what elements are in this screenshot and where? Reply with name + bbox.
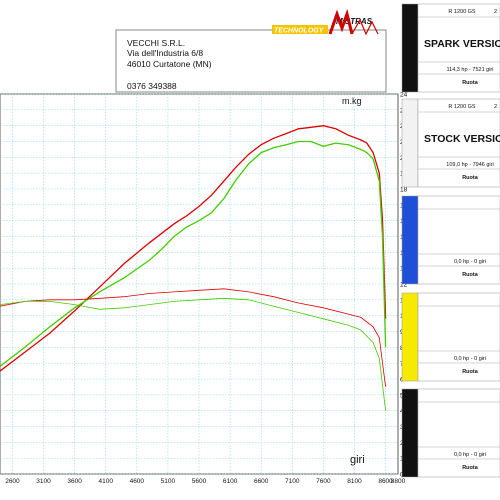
x-tick-label: 4100 [98, 478, 113, 485]
side-panel[interactable]: 0,0 hp - 0 giri Ruota [401, 195, 500, 285]
y-axis-label: m.kg [342, 96, 362, 106]
panel-color-swatch [401, 388, 419, 478]
x-tick-label: 2600 [5, 478, 20, 485]
panel-footer: Ruota [462, 175, 479, 181]
panel-body [417, 195, 500, 285]
panel-result: 109,0 hp - 7946 giri [446, 162, 493, 168]
panel-footer: Ruota [462, 369, 479, 375]
series-stock-torque [0, 297, 386, 411]
x-tick-label: 6600 [254, 478, 269, 485]
panel-footer: Ruota [462, 80, 479, 86]
x-tick-label: 3600 [67, 478, 82, 485]
header: VECCHI S.R.L. Via dell'Industria 6/8 460… [115, 8, 387, 93]
panel-color-swatch [401, 195, 419, 285]
x-axis-label: giri [350, 454, 365, 466]
panel-color-swatch [401, 3, 419, 93]
side-panel[interactable]: R 1200 GS 2 STOCK VERSIO 109,0 hp - 7946 gi… [401, 98, 500, 188]
panel-body [417, 388, 500, 478]
logo-tagline: TECHNOLOGY [274, 28, 325, 35]
x-tick-label: 5600 [192, 478, 207, 485]
series-stock-power [0, 140, 387, 367]
company-line-2: Via dell'Industria 6/8 [127, 48, 203, 58]
mistras-logo: TECHNOLOGY MISTRAS [272, 8, 379, 36]
y-tick-label: 12 [400, 282, 408, 289]
panel-result: 0,0 hp - 0 giri [454, 452, 486, 458]
panel-color-swatch [401, 292, 419, 382]
company-line-1: VECCHI S.R.L. [127, 38, 185, 48]
x-tick-label: 8800 [391, 478, 406, 485]
logo-brand: MISTRAS [336, 17, 373, 26]
panel-footer: Ruota [462, 465, 479, 471]
panel-model: R 1200 GS [448, 104, 476, 110]
x-tick-label: 3100 [36, 478, 51, 485]
side-panel[interactable]: R 1200 GS 2 SPARK VERSIO 114,3 hp - 7521 gi… [401, 3, 500, 93]
panel-suffix: 2 [494, 104, 497, 110]
panel-body [417, 98, 500, 188]
side-panel[interactable]: 0,0 hp - 0 giri Ruota [401, 388, 500, 478]
company-phone: 0376 349388 [127, 81, 177, 91]
panel-body [417, 3, 500, 93]
panel-title: SPARK VERSIO [424, 38, 500, 50]
panel-model: R 1200 GS [448, 9, 476, 15]
panel-footer: Ruota [462, 272, 479, 278]
panel-result: 114,3 hp - 7521 giri [447, 67, 494, 73]
y-tick-label: 18 [400, 187, 408, 194]
side-panels: R 1200 GS 2 SPARK VERSIO 114,3 hp - 7521 gi… [401, 3, 500, 478]
panel-color-swatch [401, 98, 419, 188]
x-tick-label: 5100 [161, 478, 176, 485]
panel-suffix: 2 [494, 9, 497, 15]
x-tick-label: 7600 [316, 478, 331, 485]
company-box [115, 29, 387, 93]
x-axis-ticks: 2600 3100 3600 4100 4600 5100 5600 6100 6600 7100… [5, 478, 405, 485]
panel-result: 0,0 hp - 0 giri [454, 356, 486, 362]
side-panel[interactable]: 0,0 hp - 0 giri Ruota [401, 292, 500, 382]
x-tick-label: 6100 [223, 478, 238, 485]
series-lines [0, 125, 387, 411]
x-tick-label: 7100 [285, 478, 300, 485]
company-line-3: 46010 Curtatone (MN) [127, 59, 212, 69]
series-spark-power [0, 125, 387, 372]
y-tick-label: 24 [400, 92, 408, 99]
x-tick-label: 4600 [130, 478, 145, 485]
panel-body [417, 292, 500, 382]
x-tick-label: 8100 [347, 478, 362, 485]
series-spark-torque [0, 288, 386, 387]
panel-result: 0,0 hp - 0 giri [454, 259, 486, 265]
x-tick-label: 8600 [378, 478, 393, 485]
panel-title: STOCK VERSIO [424, 133, 500, 145]
plot-area: 0123456789101112131415161718192021222324… [0, 92, 408, 485]
